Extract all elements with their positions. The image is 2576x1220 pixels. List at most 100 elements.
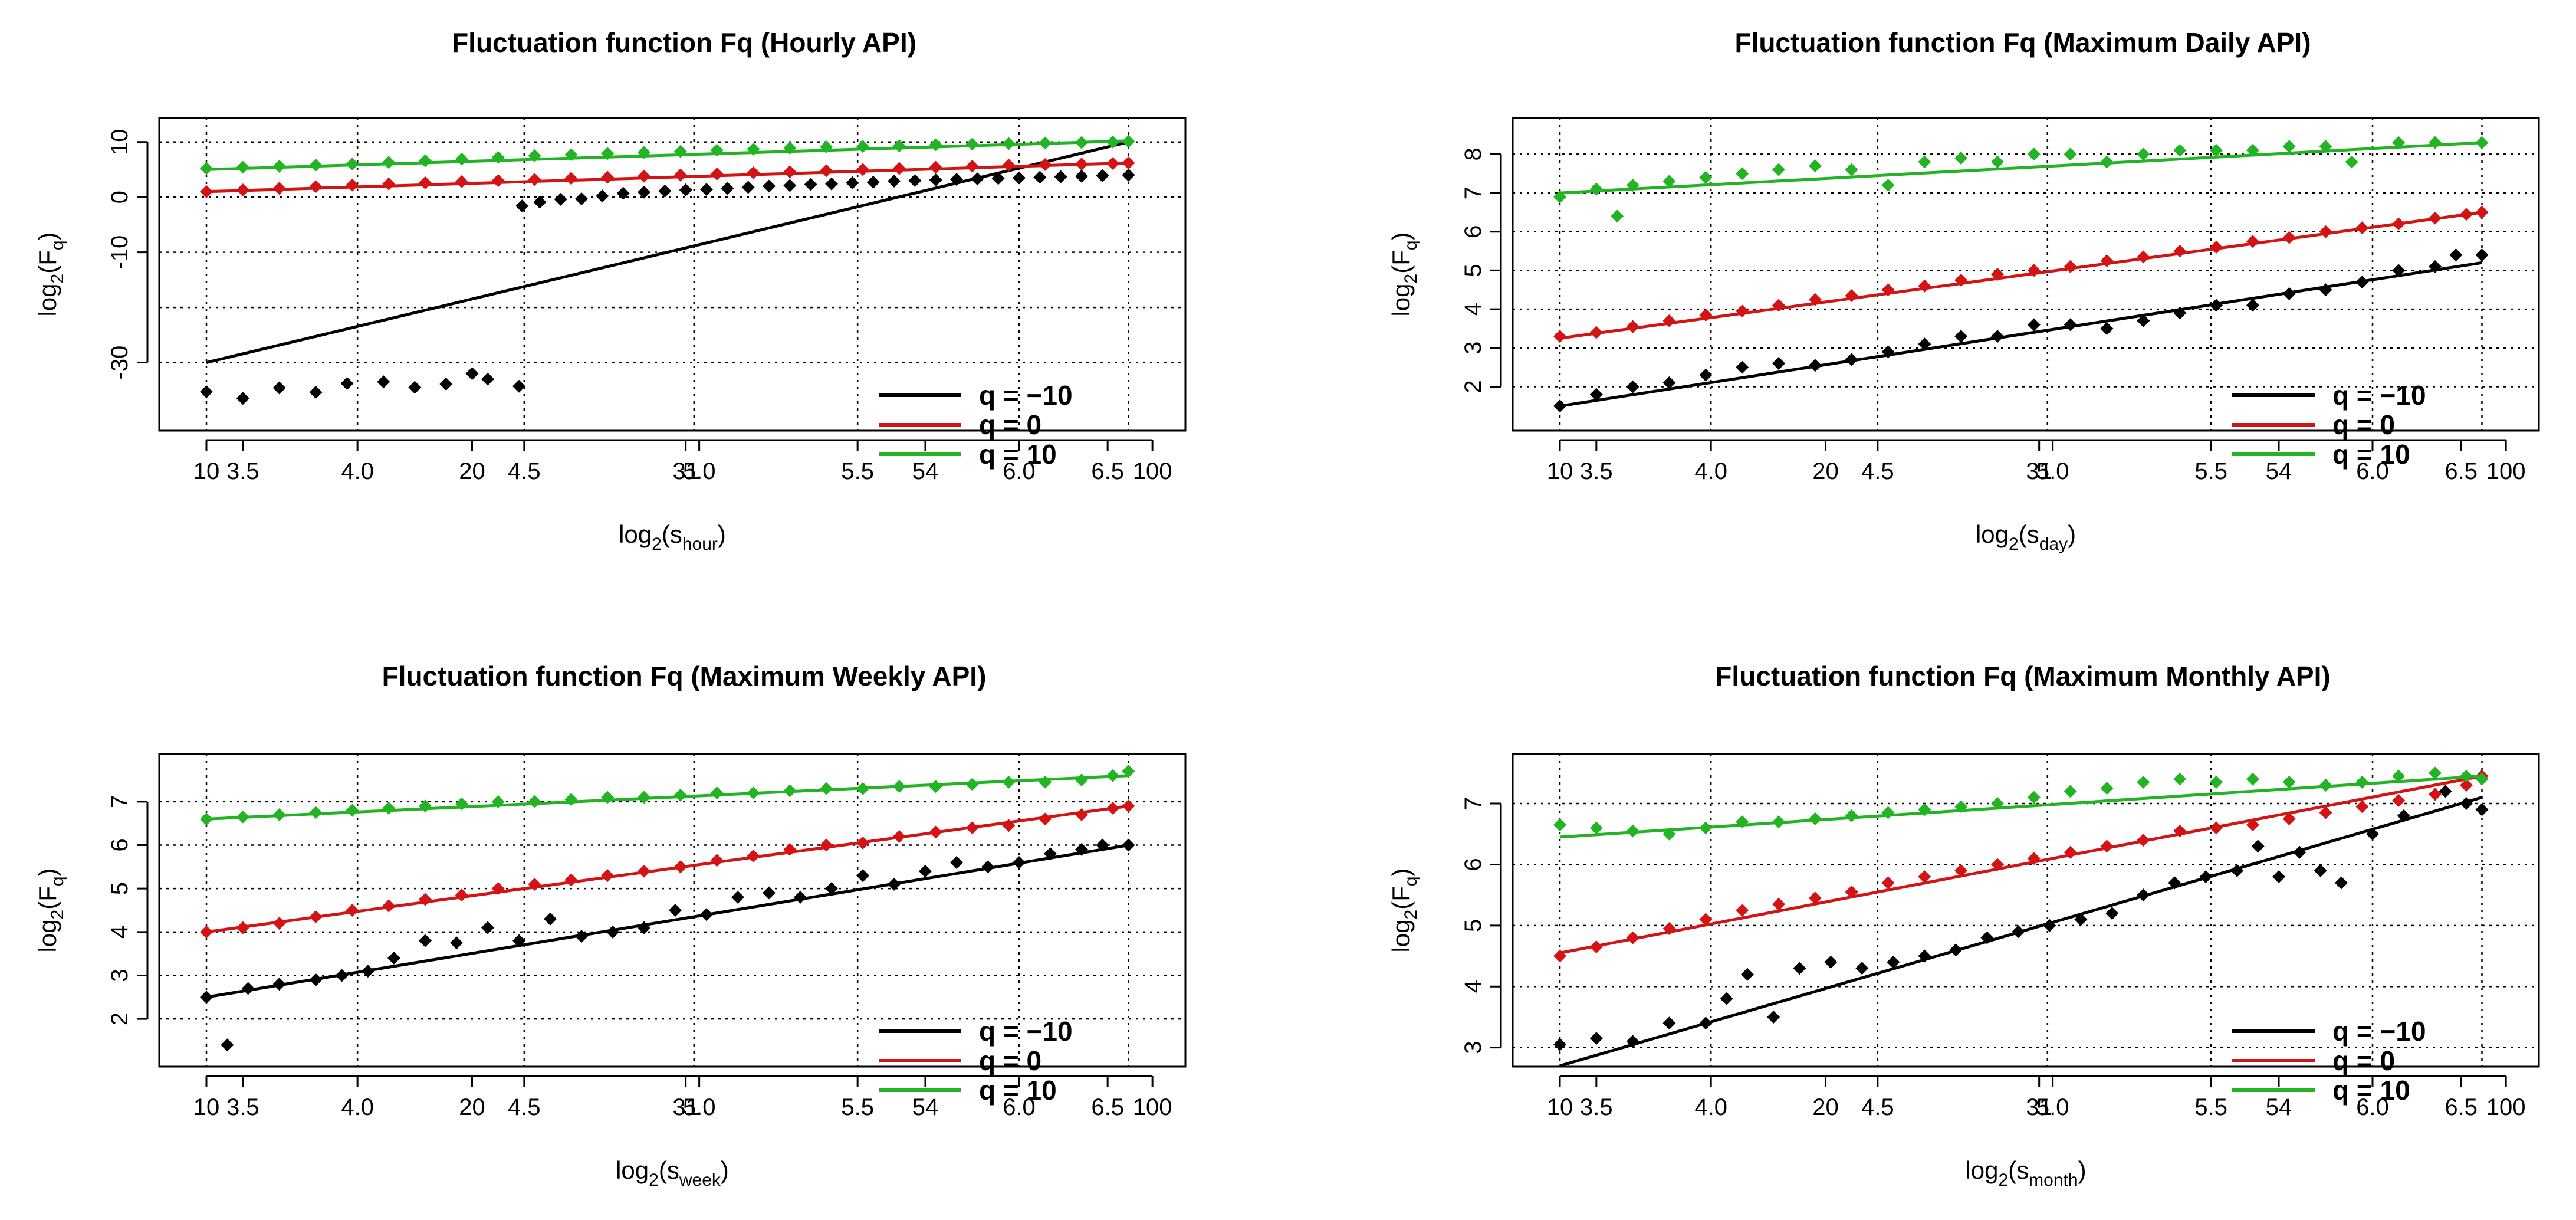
data-point-series-3 bbox=[710, 786, 724, 800]
y-tick-label: 7 bbox=[1460, 186, 1486, 199]
data-point-series-1 bbox=[606, 925, 619, 939]
x-axis-label-part: 2 bbox=[649, 1170, 659, 1190]
x-axis-label-part: (s bbox=[2019, 520, 2039, 548]
data-point-series-1 bbox=[2429, 260, 2442, 273]
data-point-series-3 bbox=[2137, 147, 2150, 161]
series-layer bbox=[1553, 766, 2489, 1067]
data-point-series-1 bbox=[419, 934, 432, 947]
data-point-series-1 bbox=[1808, 359, 1822, 372]
y-axis-label-part: log bbox=[1387, 283, 1415, 316]
data-point-series-3 bbox=[419, 154, 432, 168]
data-point-series-1 bbox=[731, 890, 744, 904]
data-point-series-1 bbox=[272, 978, 286, 991]
data-point-series-1 bbox=[1013, 171, 1026, 185]
data-point-series-2 bbox=[455, 888, 468, 902]
data-point-series-2 bbox=[1772, 299, 1785, 312]
x-tick-label: 6.0 bbox=[1003, 1094, 1036, 1120]
data-point-series-3 bbox=[2429, 766, 2442, 780]
data-point-series-2 bbox=[491, 882, 505, 896]
x-tick-label: 6.0 bbox=[1003, 458, 1036, 484]
y-axis-label-part: q bbox=[48, 876, 67, 886]
data-point-series-2 bbox=[564, 873, 578, 887]
y-tick-label: 4 bbox=[1460, 303, 1486, 316]
legend-label: q = 10 bbox=[2332, 439, 2410, 470]
data-point-series-2 bbox=[601, 170, 615, 184]
chart-title: Fluctuation function Fq (Maximum Monthly… bbox=[1715, 661, 2330, 691]
data-point-series-3 bbox=[1122, 765, 1135, 778]
data-point-series-2 bbox=[1626, 931, 1639, 944]
data-point-series-3 bbox=[2282, 140, 2296, 153]
y-tick-label: 10 bbox=[107, 129, 133, 155]
data-point-series-2 bbox=[2064, 845, 2077, 859]
legend-label: q = 10 bbox=[979, 439, 1057, 470]
x-tick-label: 4.0 bbox=[341, 1094, 374, 1120]
data-point-series-1 bbox=[1122, 838, 1135, 852]
y-tick-label: 6 bbox=[107, 838, 133, 851]
data-point-series-3 bbox=[455, 152, 468, 166]
data-point-series-2 bbox=[1626, 320, 1639, 333]
y-tick-label: 4 bbox=[107, 926, 133, 939]
data-point-series-2 bbox=[2173, 244, 2187, 258]
data-point-series-3 bbox=[1954, 800, 1968, 814]
data-point-series-2 bbox=[2319, 806, 2332, 819]
chart-panel-3: Fluctuation function Fq (Maximum Weekly … bbox=[34, 661, 1187, 1190]
y-axis-label-part: (F bbox=[1387, 250, 1415, 274]
data-point-series-1 bbox=[1054, 170, 1067, 183]
data-point-series-2 bbox=[820, 838, 833, 852]
data-point-series-3 bbox=[491, 795, 505, 808]
data-point-series-3 bbox=[2100, 782, 2114, 795]
data-point-series-3 bbox=[1991, 797, 2004, 811]
data-point-series-1 bbox=[846, 176, 859, 189]
data-point-series-3 bbox=[309, 806, 323, 819]
data-point-series-2 bbox=[1075, 808, 1088, 821]
data-point-series-3 bbox=[1662, 175, 1676, 188]
data-point-series-3 bbox=[2064, 785, 2077, 798]
data-point-series-2 bbox=[856, 836, 869, 850]
data-point-series-2 bbox=[346, 904, 359, 917]
data-point-series-2 bbox=[528, 877, 541, 891]
y-tick-label: 6 bbox=[1460, 225, 1486, 238]
data-point-series-3 bbox=[564, 793, 578, 806]
data-point-series-2 bbox=[2137, 250, 2150, 264]
data-point-series-1 bbox=[272, 381, 286, 395]
data-point-series-2 bbox=[673, 860, 687, 874]
data-point-series-1 bbox=[2272, 870, 2285, 884]
x-tick-label: 4.5 bbox=[1861, 458, 1894, 484]
data-point-series-2 bbox=[638, 864, 650, 878]
data-point-series-2 bbox=[2475, 205, 2489, 219]
y-axis-label-part: ) bbox=[34, 232, 61, 240]
data-point-series-3 bbox=[2137, 775, 2150, 789]
data-point-series-3 bbox=[272, 808, 286, 821]
y-tick-label: 5 bbox=[1460, 264, 1486, 277]
data-point-series-3 bbox=[1075, 773, 1088, 787]
data-point-series-1 bbox=[1918, 337, 1931, 351]
data-point-series-3 bbox=[2173, 143, 2187, 157]
data-point-series-3 bbox=[1918, 155, 1931, 169]
data-point-series-3 bbox=[1845, 809, 1858, 822]
data-point-series-2 bbox=[710, 167, 724, 181]
data-point-series-3 bbox=[965, 778, 979, 791]
data-point-series-3 bbox=[1122, 135, 1135, 148]
data-point-series-2 bbox=[2392, 793, 2406, 807]
x-axis-label-part: (s bbox=[2008, 1156, 2029, 1184]
x-axis-label-part: log bbox=[1976, 520, 2009, 548]
data-point-series-2 bbox=[200, 185, 213, 198]
x-tick-label: 4.5 bbox=[1861, 1094, 1894, 1120]
data-point-series-3 bbox=[2210, 775, 2223, 789]
plot-frame bbox=[1512, 117, 2540, 432]
data-point-series-1 bbox=[783, 179, 797, 192]
data-point-series-3 bbox=[2392, 136, 2406, 149]
data-point-series-2 bbox=[1553, 949, 1566, 963]
data-point-series-2 bbox=[2246, 235, 2259, 248]
x-tick-label: 10 bbox=[193, 458, 220, 484]
data-point-series-3 bbox=[710, 143, 724, 157]
data-point-series-1 bbox=[2314, 864, 2327, 877]
data-point-series-1 bbox=[2282, 287, 2296, 300]
x-tick-label: 100 bbox=[2486, 458, 2526, 484]
x-axis-label: log2(sweek) bbox=[616, 1156, 729, 1190]
data-point-series-2 bbox=[1845, 885, 1858, 898]
data-point-series-2 bbox=[1122, 156, 1135, 170]
y-tick-label: 5 bbox=[107, 882, 133, 895]
fit-line-series-3 bbox=[206, 139, 1129, 171]
data-point-series-1 bbox=[919, 864, 932, 878]
